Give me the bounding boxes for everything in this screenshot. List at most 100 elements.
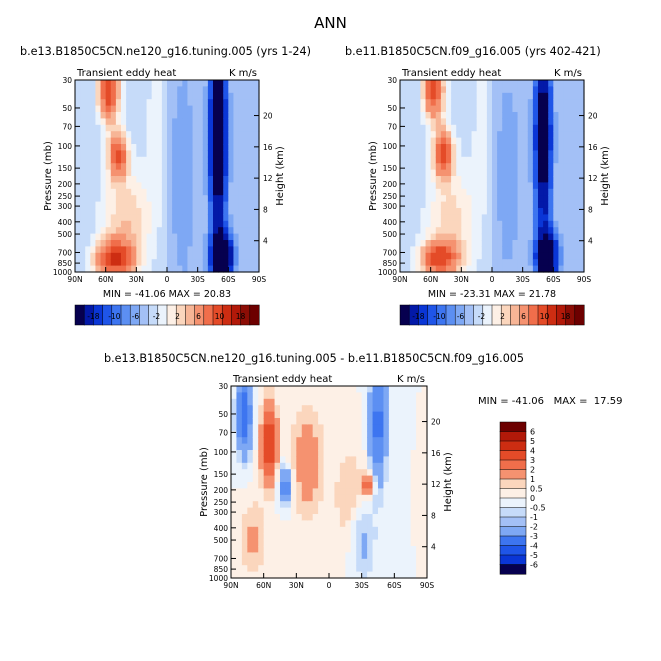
contour-cell <box>507 214 514 222</box>
contour-cell <box>236 430 243 438</box>
contour-cell <box>378 482 385 489</box>
contour-cell <box>446 240 452 247</box>
contour-cell <box>75 201 81 209</box>
contour-cell <box>425 227 432 235</box>
contour-cell <box>187 182 194 190</box>
contour-cell <box>399 456 406 464</box>
contour-cell <box>461 112 468 119</box>
contour-cell <box>90 131 97 139</box>
contour-cell <box>105 176 112 183</box>
contour-cell <box>568 182 575 190</box>
contour-cell <box>177 86 183 94</box>
contour-cell <box>136 246 143 254</box>
contour-cell <box>280 482 287 489</box>
contour-cell <box>269 494 276 502</box>
contour-cell <box>471 265 478 273</box>
contour-cell <box>187 208 194 215</box>
contour-cell <box>115 137 122 145</box>
contour-cell <box>223 124 229 132</box>
contour-cell <box>290 488 297 496</box>
contour-cell <box>197 252 204 260</box>
contour-cell <box>563 118 570 126</box>
contour-cell <box>241 558 248 566</box>
contour-cell <box>497 131 503 139</box>
contour-cell <box>105 80 112 87</box>
contour-cell <box>110 150 117 158</box>
contour-cell <box>263 494 270 502</box>
contour-cell <box>522 80 529 87</box>
contour-cell <box>435 144 442 151</box>
contour-cell <box>345 533 352 541</box>
contour-cell <box>350 501 357 509</box>
contour-cell <box>228 156 235 164</box>
contour-cell <box>440 150 447 158</box>
contour-cell <box>461 99 468 107</box>
contour-cell <box>578 252 585 260</box>
contour-cell <box>218 137 224 145</box>
contour-cell <box>241 411 248 419</box>
contour-cell <box>202 195 209 203</box>
contour-cell <box>192 220 199 228</box>
contour-cell <box>502 246 508 254</box>
contour-cell <box>231 450 238 457</box>
contour-cell <box>290 514 297 521</box>
colorbar-swatch <box>499 488 527 499</box>
contour-cell <box>497 163 503 171</box>
contour-cell <box>156 92 163 100</box>
contour-cell <box>161 182 168 190</box>
colorbar-swatch <box>499 526 527 537</box>
contour-cell <box>400 227 406 235</box>
contour-cell <box>312 488 319 496</box>
contour-cell <box>95 86 102 94</box>
contour-cell <box>425 252 432 260</box>
contour-cell <box>258 533 265 541</box>
contour-cell <box>416 571 423 579</box>
contour-cell <box>361 501 368 509</box>
contour-cell <box>388 558 395 566</box>
contour-cell <box>405 552 412 560</box>
contour-cell <box>361 411 368 419</box>
contour-cell <box>378 539 385 547</box>
contour-cell <box>446 201 452 209</box>
contour-cell <box>253 99 260 107</box>
contour-cell <box>466 86 473 94</box>
contour-cell <box>573 227 580 235</box>
contour-cell <box>100 156 107 164</box>
height-tick-label: 12 <box>431 480 441 489</box>
contour-cell <box>141 131 148 139</box>
contour-cell <box>339 539 346 547</box>
contour-cell <box>394 443 401 451</box>
contour-cell <box>410 214 416 222</box>
contour-cell <box>486 86 493 94</box>
contour-cell <box>532 80 539 87</box>
contour-cell <box>156 227 163 235</box>
contour-cell <box>95 137 102 145</box>
contour-cell <box>553 80 560 87</box>
contour-cell <box>388 450 395 457</box>
contour-cell <box>121 259 127 267</box>
contour-cell <box>280 501 287 509</box>
contour-cell <box>425 156 432 164</box>
height-tick-label: 16 <box>588 143 598 152</box>
contour-cell <box>481 182 488 190</box>
contour-cell <box>228 259 235 267</box>
contour-cell <box>241 443 248 451</box>
contour-cell <box>192 124 199 132</box>
contour-cell <box>415 265 422 273</box>
contour-cell <box>161 124 168 132</box>
contour-cell <box>258 405 265 413</box>
contour-cell <box>177 144 183 151</box>
contour-cell <box>161 252 168 260</box>
contour-cell <box>486 220 493 228</box>
contour-cell <box>410 80 416 87</box>
contour-cell <box>578 208 585 215</box>
contour-cell <box>307 418 314 425</box>
contour-cell <box>301 437 308 445</box>
contour-cell <box>238 201 245 209</box>
contour-cell <box>356 437 363 445</box>
contour-cell <box>548 169 554 177</box>
contour-cell <box>85 118 91 126</box>
contour-cell <box>192 188 199 196</box>
contour-cell <box>274 546 281 553</box>
contour-cell <box>378 520 385 528</box>
